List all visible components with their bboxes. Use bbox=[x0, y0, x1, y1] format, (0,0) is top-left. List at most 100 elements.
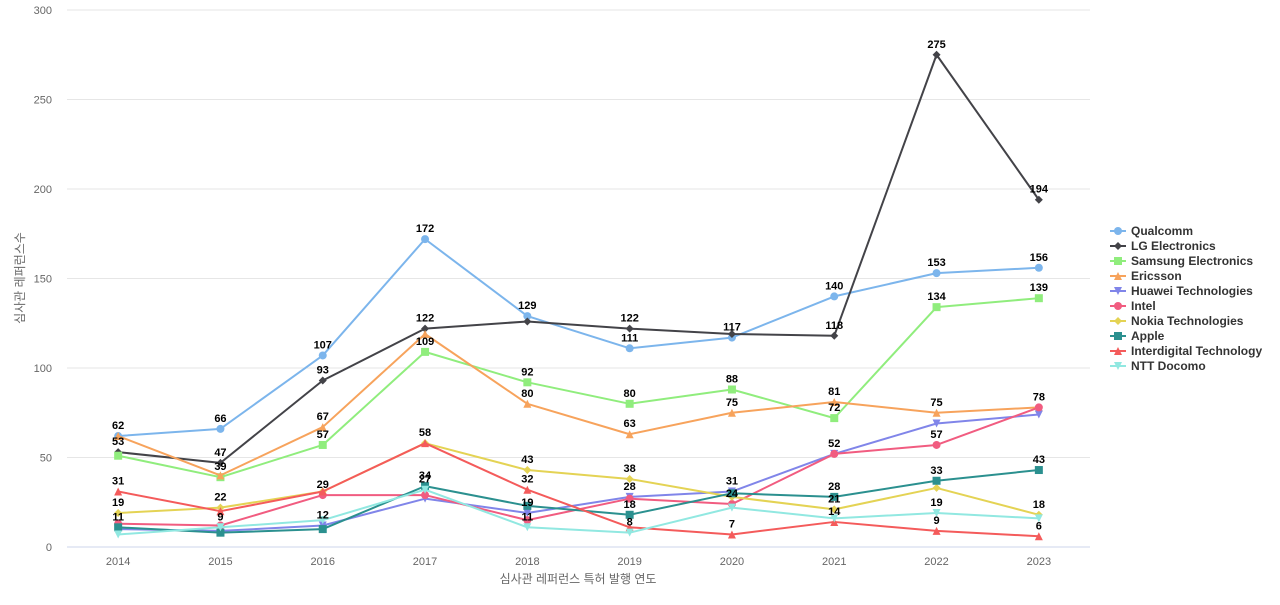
legend-item[interactable]: Apple bbox=[1110, 329, 1165, 343]
series-qualcomm bbox=[114, 235, 1043, 441]
data-label: 22 bbox=[214, 492, 226, 504]
x-tick-label: 2020 bbox=[720, 556, 744, 568]
data-point bbox=[523, 317, 532, 326]
legend-item[interactable]: Qualcomm bbox=[1110, 224, 1193, 238]
data-point bbox=[114, 451, 123, 460]
x-tick-label: 2023 bbox=[1027, 556, 1051, 568]
data-label: 275 bbox=[927, 39, 945, 51]
legend-item[interactable]: Nokia Technologies bbox=[1110, 314, 1244, 328]
series-ntt-docomo bbox=[114, 485, 1043, 539]
data-label: 28 bbox=[624, 481, 636, 493]
x-tick-label: 2018 bbox=[515, 556, 539, 568]
legend-label: Nokia Technologies bbox=[1131, 314, 1244, 328]
legend-label: Qualcomm bbox=[1131, 224, 1193, 238]
data-point bbox=[625, 510, 634, 519]
legend-label: Interdigital Technology bbox=[1131, 344, 1262, 358]
data-point bbox=[727, 503, 736, 512]
data-point bbox=[932, 508, 941, 517]
data-point bbox=[932, 50, 941, 59]
data-label: 139 bbox=[1030, 282, 1048, 294]
legend-label: Samsung Electronics bbox=[1131, 254, 1253, 268]
series-apple bbox=[114, 466, 1043, 537]
data-point bbox=[114, 432, 123, 441]
x-tick-label: 2014 bbox=[106, 556, 130, 568]
data-point bbox=[114, 530, 123, 539]
data-point bbox=[625, 399, 634, 408]
axis-layer: 심사관 레퍼런스수 심사관 레퍼런스 특허 발행 연도 bbox=[13, 232, 656, 586]
series-line bbox=[118, 238, 1039, 438]
series-line bbox=[117, 297, 1039, 479]
y-axis-title: 심사관 레퍼런스수 bbox=[13, 232, 27, 324]
data-point bbox=[318, 351, 327, 360]
data-point bbox=[1034, 466, 1043, 475]
series-nokia-technologies bbox=[114, 439, 1043, 519]
legend-item[interactable]: Intel bbox=[1110, 299, 1156, 313]
data-label: 39 bbox=[214, 461, 226, 473]
data-point bbox=[318, 423, 327, 432]
data-label: 122 bbox=[416, 313, 434, 325]
data-label: 81 bbox=[828, 386, 840, 398]
y-tick-label: 200 bbox=[34, 184, 52, 196]
legend-marker bbox=[1114, 302, 1122, 310]
data-label: 88 bbox=[726, 373, 738, 385]
data-point bbox=[421, 324, 430, 333]
data-label: 80 bbox=[521, 388, 533, 400]
data-point bbox=[830, 331, 839, 340]
data-label: 53 bbox=[112, 436, 124, 448]
data-point bbox=[114, 508, 123, 517]
legend-marker bbox=[1114, 362, 1122, 370]
data-label: 27 bbox=[419, 474, 431, 486]
data-point bbox=[114, 487, 123, 496]
data-label: 129 bbox=[518, 300, 536, 312]
data-point bbox=[932, 269, 941, 278]
series-line bbox=[118, 469, 1039, 534]
data-label: 7 bbox=[729, 518, 735, 530]
data-point bbox=[625, 344, 634, 353]
data-label: 57 bbox=[317, 429, 329, 441]
data-point bbox=[1034, 294, 1043, 303]
data-label: 122 bbox=[620, 313, 638, 325]
data-label: 78 bbox=[1033, 391, 1045, 403]
data-point bbox=[727, 385, 736, 394]
data-label: 43 bbox=[1033, 454, 1045, 466]
data-point bbox=[932, 526, 941, 535]
data-label: 117 bbox=[723, 322, 741, 334]
legend-marker bbox=[1114, 287, 1122, 295]
data-point bbox=[932, 483, 941, 492]
y-tick-label: 50 bbox=[40, 453, 52, 465]
data-label: 75 bbox=[726, 397, 738, 409]
x-tick-label: 2022 bbox=[924, 556, 948, 568]
legend-item[interactable]: Ericsson bbox=[1110, 269, 1182, 283]
legend-marker bbox=[1114, 257, 1122, 265]
data-label: 62 bbox=[112, 420, 124, 432]
legend-item[interactable]: Interdigital Technology bbox=[1110, 344, 1262, 358]
grid-layer: 0 50 100 150 200 250 300 2014 2015 2016 2017 2018 20… bbox=[34, 5, 1090, 568]
data-point bbox=[1034, 532, 1043, 541]
data-label: 75 bbox=[930, 397, 942, 409]
data-point bbox=[523, 378, 532, 387]
legend-item[interactable]: NTT Docomo bbox=[1110, 359, 1206, 373]
y-tick-label: 150 bbox=[34, 274, 52, 286]
x-tick-label: 2021 bbox=[822, 556, 846, 568]
data-point bbox=[932, 440, 941, 449]
data-label: 156 bbox=[1030, 252, 1048, 264]
data-label: 31 bbox=[726, 476, 738, 488]
data-point bbox=[727, 489, 736, 498]
data-point bbox=[830, 449, 839, 458]
series-line bbox=[118, 442, 1040, 516]
legend-item[interactable]: Huawei Technologies bbox=[1110, 284, 1253, 298]
series-ericsson bbox=[114, 329, 1043, 480]
legend-item[interactable]: LG Electronics bbox=[1110, 239, 1216, 253]
data-point bbox=[625, 528, 634, 537]
series-samsung-electronics bbox=[114, 294, 1043, 482]
data-label: 109 bbox=[416, 336, 434, 348]
data-label: 9 bbox=[933, 515, 939, 527]
series-line bbox=[117, 332, 1039, 477]
x-tick-label: 2016 bbox=[311, 556, 335, 568]
data-label: 19 bbox=[112, 497, 124, 509]
legend-label: LG Electronics bbox=[1131, 239, 1216, 253]
legend-item[interactable]: Samsung Electronics bbox=[1110, 254, 1253, 268]
data-point bbox=[523, 523, 532, 532]
data-label: 18 bbox=[1033, 499, 1045, 511]
